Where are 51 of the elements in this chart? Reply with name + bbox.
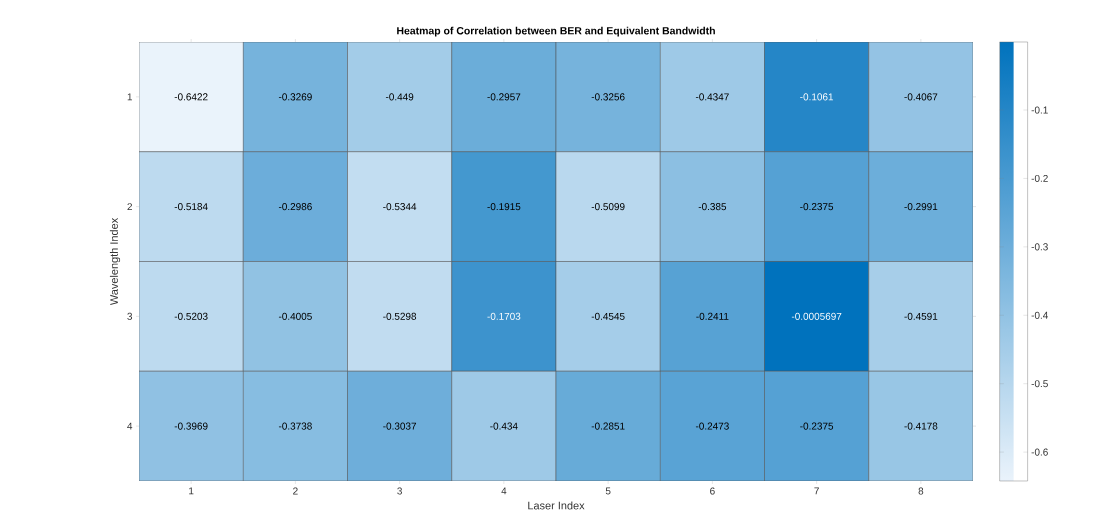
data-label: -0.6422	[174, 93, 208, 101]
y-tick-label: 3	[127, 312, 133, 320]
data-label: -0.5099	[591, 203, 625, 211]
data-label: -0.3037	[383, 422, 417, 430]
data-label: -0.2375	[800, 422, 834, 430]
x-tick-label: 2	[293, 487, 298, 495]
data-label: -0.5298	[383, 312, 417, 320]
data-label: -0.4347	[695, 93, 729, 101]
data-label: -0.4067	[904, 93, 938, 101]
data-label: -0.2851	[591, 422, 625, 430]
data-label: -0.4545	[591, 312, 625, 320]
x-tick-label: 8	[918, 487, 924, 495]
x-tick-label: 1	[189, 487, 194, 495]
color-bar-label: -0.2	[1031, 174, 1048, 182]
data-label: -0.2957	[487, 93, 521, 101]
x-axis-title: Laser Index	[528, 501, 585, 510]
chart-title: Heatmap of Correlation between BER and Equivalent Bandwidth	[397, 26, 715, 37]
data-label: -0.1061	[800, 93, 834, 101]
data-label: -0.4591	[904, 312, 938, 320]
x-tick-label: 5	[605, 487, 611, 495]
x-tick-label: 4	[501, 487, 507, 495]
data-label: -0.434	[490, 422, 518, 430]
data-label: -0.3969	[174, 422, 208, 430]
data-label: -0.1703	[487, 312, 521, 320]
color-bar-label: -0.4	[1031, 311, 1049, 319]
data-label: -0.2375	[800, 203, 834, 211]
data-label: -0.449	[385, 93, 414, 101]
color-bar-label: -0.3	[1031, 243, 1048, 251]
y-tick-label: 1	[127, 93, 133, 101]
y-axis-title: Wavelength Index	[109, 217, 121, 306]
y-tick-label: 2	[127, 203, 132, 211]
data-label: -0.1915	[487, 203, 521, 211]
data-label: -0.2411	[696, 312, 729, 320]
color-bar-label: -0.5	[1031, 380, 1048, 388]
data-label: -0.2991	[904, 203, 938, 211]
data-label: -0.3269	[278, 93, 312, 101]
data-label: -0.3738	[278, 422, 312, 430]
data-label: -0.4178	[904, 422, 938, 430]
color-bar-label: -0.6	[1031, 448, 1048, 456]
data-label: -0.2986	[278, 203, 312, 211]
data-label: -0.3256	[591, 93, 625, 101]
data-label: -0.0005697	[791, 312, 842, 320]
color-bar-label: -0.1	[1031, 106, 1048, 114]
x-tick-label: 6	[710, 487, 715, 495]
x-tick-label: 3	[397, 487, 402, 495]
data-label: -0.4005	[278, 312, 312, 320]
x-tick-label: 7	[814, 487, 819, 495]
data-label: -0.5344	[383, 203, 417, 211]
data-label: -0.2473	[695, 422, 729, 430]
data-label: -0.385	[698, 203, 727, 211]
y-tick-label: 4	[127, 422, 133, 430]
